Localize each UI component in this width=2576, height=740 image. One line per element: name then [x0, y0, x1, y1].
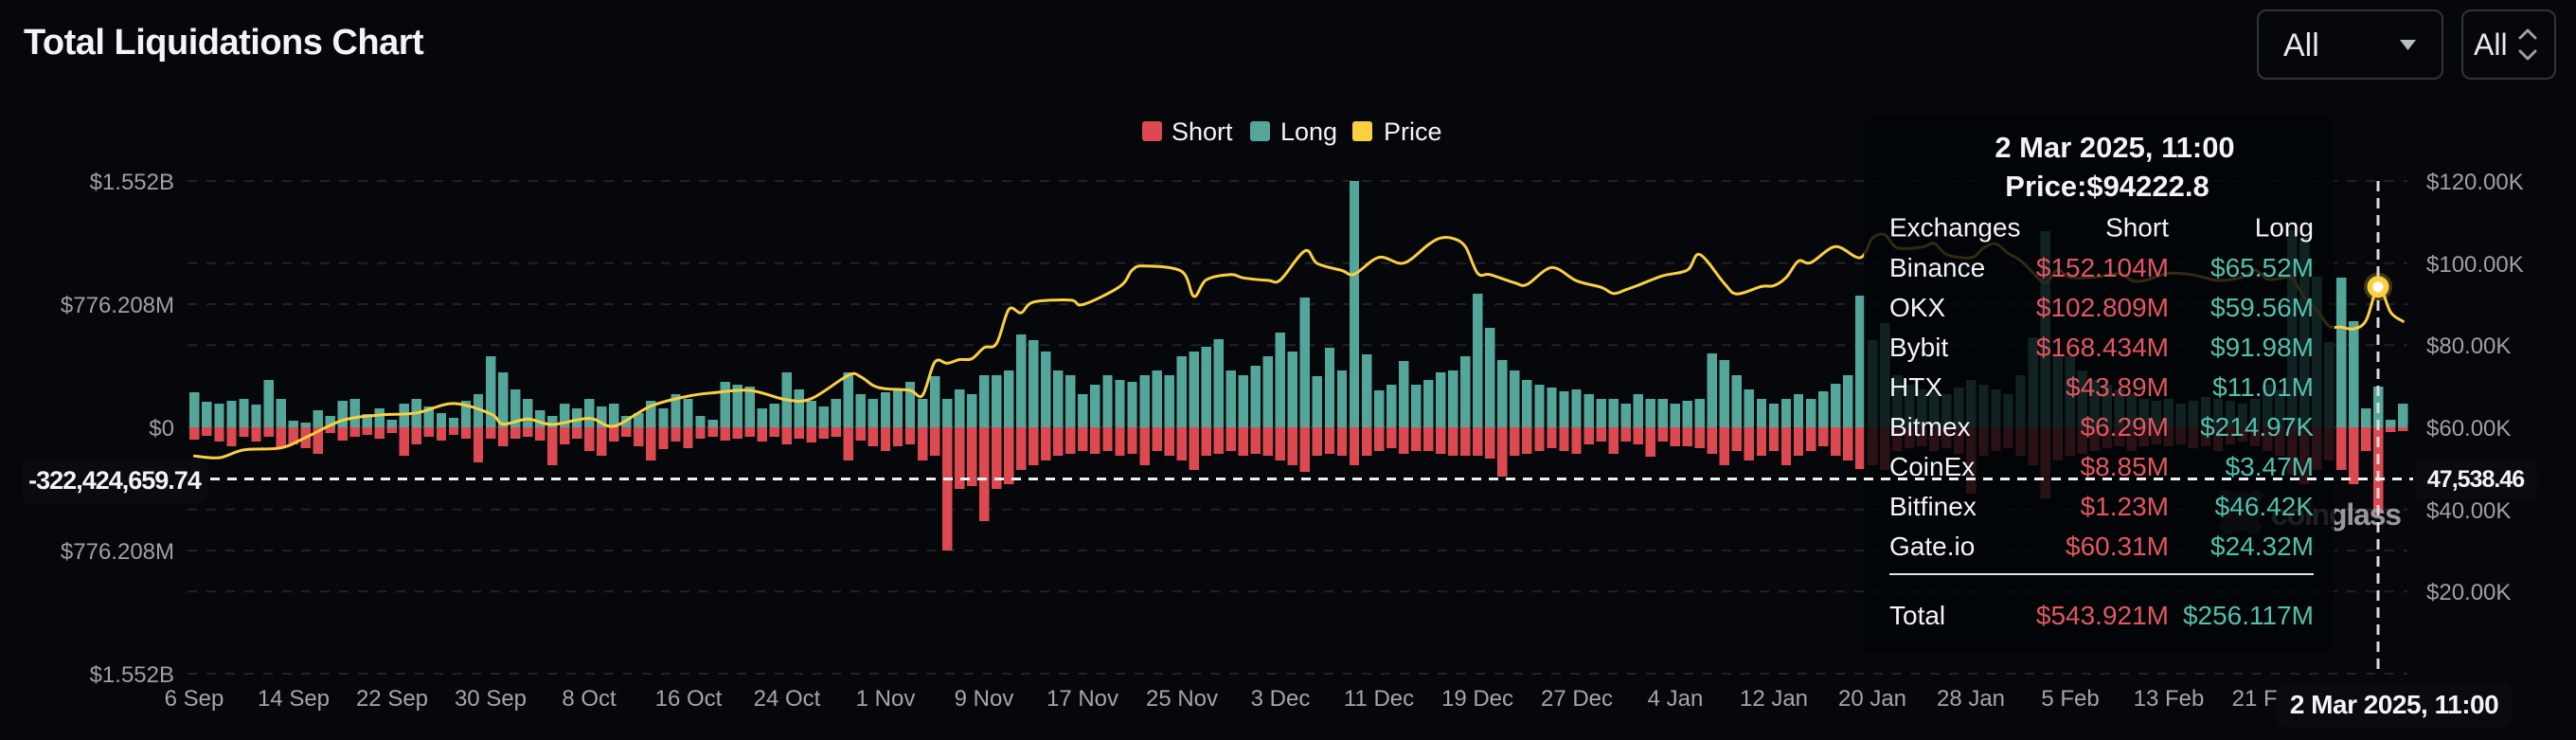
- svg-text:30 Sep: 30 Sep: [455, 686, 527, 712]
- svg-text:Long: Long: [2255, 212, 2314, 242]
- svg-text:4 Jan: 4 Jan: [1648, 686, 1704, 712]
- svg-text:OKX: OKX: [1889, 293, 1945, 322]
- svg-text:Total: Total: [1889, 601, 1945, 630]
- svg-text:16 Oct: 16 Oct: [655, 686, 723, 712]
- svg-text:$0: $0: [149, 416, 174, 442]
- svg-text:1 Nov: 1 Nov: [856, 686, 916, 712]
- svg-text:24 Oct: 24 Oct: [754, 686, 821, 712]
- svg-text:14 Sep: 14 Sep: [258, 686, 330, 712]
- svg-text:$80.00K: $80.00K: [2426, 334, 2511, 359]
- svg-text:All: All: [2474, 27, 2508, 62]
- svg-text:$1.552B: $1.552B: [90, 662, 174, 688]
- svg-text:27 Dec: 27 Dec: [1541, 686, 1613, 712]
- svg-text:$65.52M: $65.52M: [2210, 253, 2314, 282]
- svg-text:$168.434M: $168.434M: [2036, 333, 2169, 362]
- svg-text:$100.00K: $100.00K: [2426, 252, 2524, 278]
- svg-text:3 Dec: 3 Dec: [1251, 686, 1311, 712]
- svg-text:$1.552B: $1.552B: [90, 170, 174, 195]
- svg-text:$60.31M: $60.31M: [2066, 532, 2169, 561]
- svg-text:5 Feb: 5 Feb: [2041, 686, 2099, 712]
- svg-text:$776.208M: $776.208M: [61, 539, 174, 565]
- svg-text:Price:$94222.8: Price:$94222.8: [2005, 170, 2209, 203]
- svg-text:-322,424,659.74: -322,424,659.74: [28, 466, 202, 495]
- svg-text:HTX: HTX: [1889, 372, 1942, 402]
- svg-text:$102.809M: $102.809M: [2036, 293, 2169, 322]
- svg-text:Short: Short: [1172, 117, 1233, 146]
- svg-text:12 Jan: 12 Jan: [1740, 686, 1808, 712]
- svg-text:25 Nov: 25 Nov: [1146, 686, 1218, 712]
- svg-text:47,538.46: 47,538.46: [2427, 466, 2524, 493]
- svg-text:$543.921M: $543.921M: [2036, 601, 2169, 630]
- svg-text:Binance: Binance: [1889, 253, 1985, 282]
- svg-text:$59.56M: $59.56M: [2210, 293, 2314, 322]
- svg-text:2 Mar 2025, 11:00: 2 Mar 2025, 11:00: [1995, 131, 2234, 164]
- svg-text:Total Liquidations Chart: Total Liquidations Chart: [24, 23, 424, 63]
- svg-text:$40.00K: $40.00K: [2426, 498, 2511, 524]
- svg-text:11 Dec: 11 Dec: [1344, 686, 1414, 712]
- svg-text:17 Nov: 17 Nov: [1046, 686, 1118, 712]
- svg-text:Long: Long: [1280, 117, 1337, 146]
- svg-text:Price: Price: [1384, 117, 1442, 146]
- svg-text:Bitfinex: Bitfinex: [1889, 492, 1977, 521]
- svg-text:$120.00K: $120.00K: [2426, 170, 2524, 195]
- svg-text:22 Sep: 22 Sep: [356, 686, 428, 712]
- svg-text:20 Jan: 20 Jan: [1838, 686, 1906, 712]
- svg-text:6 Sep: 6 Sep: [165, 686, 224, 712]
- svg-text:$24.32M: $24.32M: [2210, 532, 2314, 561]
- svg-text:Exchanges: Exchanges: [1889, 212, 2021, 242]
- svg-text:$91.98M: $91.98M: [2210, 333, 2314, 362]
- svg-text:9 Nov: 9 Nov: [955, 686, 1014, 712]
- svg-text:$776.208M: $776.208M: [61, 293, 174, 318]
- svg-text:28 Jan: 28 Jan: [1937, 686, 2005, 712]
- svg-text:$256.117M: $256.117M: [2183, 601, 2314, 630]
- svg-text:Gate.io: Gate.io: [1889, 532, 1975, 561]
- svg-text:$20.00K: $20.00K: [2426, 580, 2511, 605]
- svg-text:$60.00K: $60.00K: [2426, 416, 2511, 442]
- svg-text:$1.23M: $1.23M: [2081, 492, 2169, 521]
- svg-text:$43.89M: $43.89M: [2066, 372, 2169, 402]
- svg-text:Short: Short: [2105, 212, 2169, 242]
- svg-text:$214.97K: $214.97K: [2200, 412, 2314, 442]
- svg-text:Bitmex: Bitmex: [1889, 412, 1971, 442]
- svg-text:All: All: [2283, 27, 2319, 63]
- svg-text:$11.01M: $11.01M: [2212, 372, 2314, 402]
- svg-text:$152.104M: $152.104M: [2036, 253, 2169, 282]
- svg-text:2 Mar 2025, 11:00: 2 Mar 2025, 11:00: [2290, 690, 2498, 719]
- svg-text:Bybit: Bybit: [1889, 333, 1948, 362]
- svg-text:13 Feb: 13 Feb: [2134, 686, 2205, 712]
- svg-text:CoinEx: CoinEx: [1889, 452, 1975, 481]
- svg-text:$8.85M: $8.85M: [2081, 452, 2169, 481]
- svg-text:$46.42K: $46.42K: [2215, 492, 2315, 521]
- svg-text:$6.29M: $6.29M: [2081, 412, 2169, 442]
- svg-text:19 Dec: 19 Dec: [1441, 686, 1513, 712]
- svg-text:$3.47M: $3.47M: [2226, 452, 2314, 481]
- svg-text:8 Oct: 8 Oct: [562, 686, 617, 712]
